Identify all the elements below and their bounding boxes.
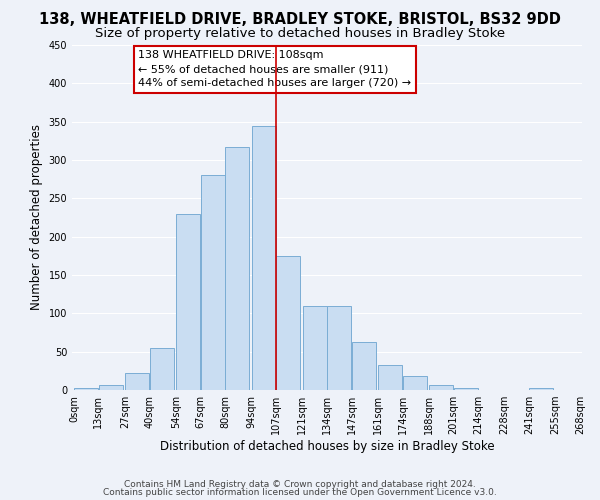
Bar — [352, 342, 376, 390]
Bar — [225, 147, 249, 390]
Bar — [125, 373, 149, 390]
Bar — [378, 364, 402, 390]
Bar — [454, 388, 478, 390]
Bar — [252, 126, 276, 390]
Bar — [529, 388, 553, 390]
Text: Size of property relative to detached houses in Bradley Stoke: Size of property relative to detached ho… — [95, 28, 505, 40]
Bar — [176, 214, 200, 390]
Text: Contains HM Land Registry data © Crown copyright and database right 2024.: Contains HM Land Registry data © Crown c… — [124, 480, 476, 489]
Text: Contains public sector information licensed under the Open Government Licence v3: Contains public sector information licen… — [103, 488, 497, 497]
Text: 138 WHEATFIELD DRIVE: 108sqm
← 55% of detached houses are smaller (911)
44% of s: 138 WHEATFIELD DRIVE: 108sqm ← 55% of de… — [139, 50, 412, 88]
Y-axis label: Number of detached properties: Number of detached properties — [30, 124, 43, 310]
Bar — [429, 384, 453, 390]
X-axis label: Distribution of detached houses by size in Bradley Stoke: Distribution of detached houses by size … — [160, 440, 494, 453]
Bar — [201, 176, 225, 390]
Bar — [99, 386, 123, 390]
Text: 138, WHEATFIELD DRIVE, BRADLEY STOKE, BRISTOL, BS32 9DD: 138, WHEATFIELD DRIVE, BRADLEY STOKE, BR… — [39, 12, 561, 28]
Bar — [276, 256, 300, 390]
Bar — [403, 376, 427, 390]
Bar — [150, 348, 174, 390]
Bar — [303, 306, 327, 390]
Bar — [74, 388, 98, 390]
Bar — [327, 306, 351, 390]
